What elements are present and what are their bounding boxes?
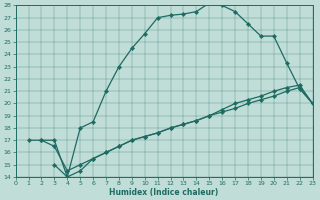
X-axis label: Humidex (Indice chaleur): Humidex (Indice chaleur) xyxy=(109,188,219,197)
